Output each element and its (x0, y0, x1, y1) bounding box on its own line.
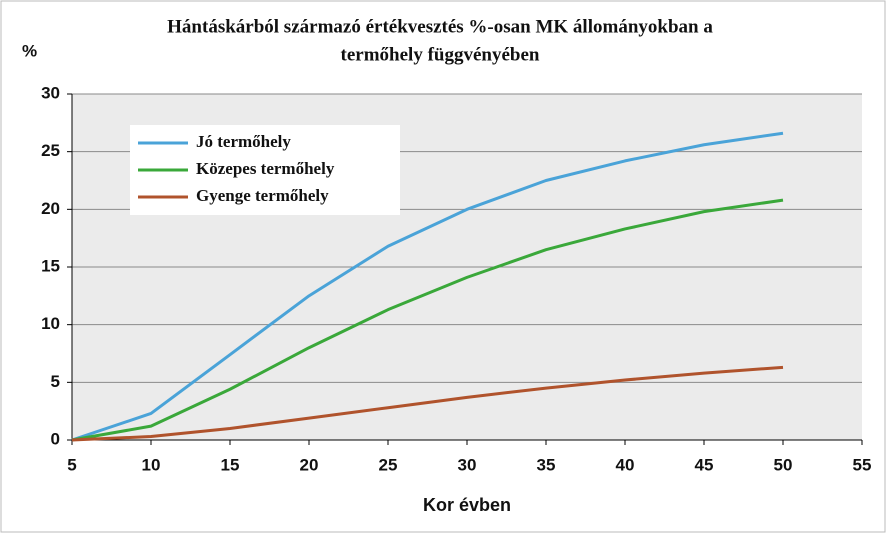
y-axis-label: % (22, 41, 37, 60)
x-tick-label: 55 (853, 455, 872, 474)
y-tick-label: 25 (41, 141, 60, 160)
x-tick-label: 20 (300, 455, 319, 474)
y-tick-label: 20 (41, 199, 60, 218)
x-tick-label: 15 (221, 455, 240, 474)
x-tick-label: 35 (537, 455, 556, 474)
legend-label: Közepes termőhely (196, 159, 335, 178)
x-tick-label: 30 (458, 455, 477, 474)
y-tick-label: 15 (41, 256, 60, 275)
x-axis-label: Kor évben (423, 495, 511, 515)
legend-label: Gyenge termőhely (196, 186, 329, 205)
x-tick-label: 40 (616, 455, 635, 474)
legend-label: Jó termőhely (196, 132, 291, 151)
chart-title: termőhely függvényében (341, 44, 540, 65)
y-tick-label: 30 (41, 83, 60, 102)
series-line (71, 198, 784, 442)
x-tick-label: 10 (142, 455, 161, 474)
y-tick-label: 5 (51, 372, 60, 391)
y-tick-label: 10 (41, 314, 60, 333)
x-tick-label: 50 (774, 455, 793, 474)
x-tick-label: 25 (379, 455, 398, 474)
chart-title: Hántáskárból származó értékvesztés %-osa… (167, 16, 713, 37)
series-line (71, 131, 784, 442)
y-tick-label: 0 (51, 429, 60, 448)
series-line (71, 365, 784, 442)
x-tick-label: 5 (67, 455, 76, 474)
x-tick-label: 45 (695, 455, 714, 474)
